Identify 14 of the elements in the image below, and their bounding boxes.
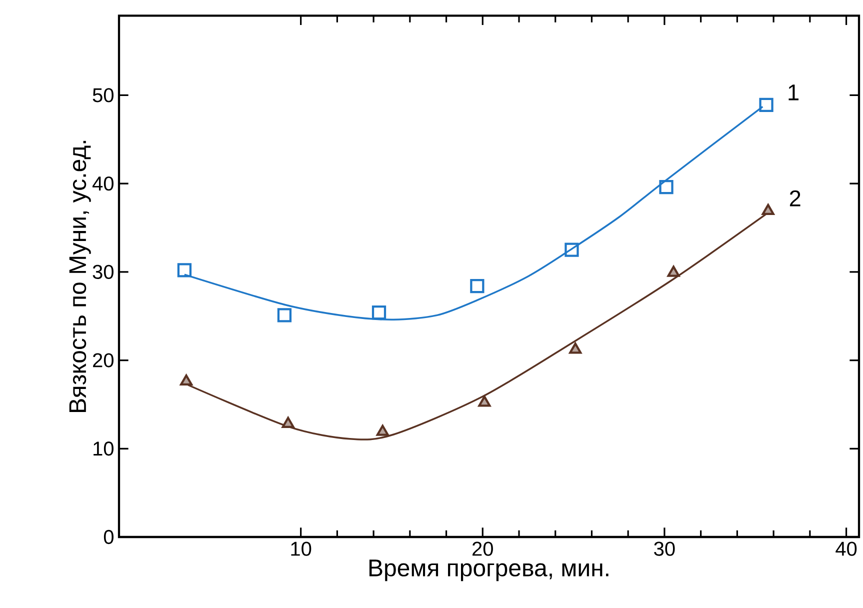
x-tick-label: 10 — [291, 542, 312, 556]
y-tick-label: 50 — [92, 88, 114, 102]
x-tick-label: 20 — [472, 542, 493, 556]
x-tick-label: 30 — [654, 542, 675, 556]
y-tick-label: 10 — [94, 442, 114, 456]
y-tick-label: 30 — [92, 264, 114, 279]
x-axis-title: Время прогрева, мин. — [369, 560, 608, 582]
y-tick-label: 0 — [104, 530, 114, 544]
series-label: 1 — [788, 84, 798, 100]
series-label: 2 — [790, 190, 800, 206]
y-tick-label: 40 — [92, 176, 114, 191]
y-tick-label: 20 — [93, 353, 114, 368]
x-tick-label: 40 — [836, 542, 857, 556]
y-axis-title: Вязкость по Муни, ус.ед. — [69, 140, 91, 412]
